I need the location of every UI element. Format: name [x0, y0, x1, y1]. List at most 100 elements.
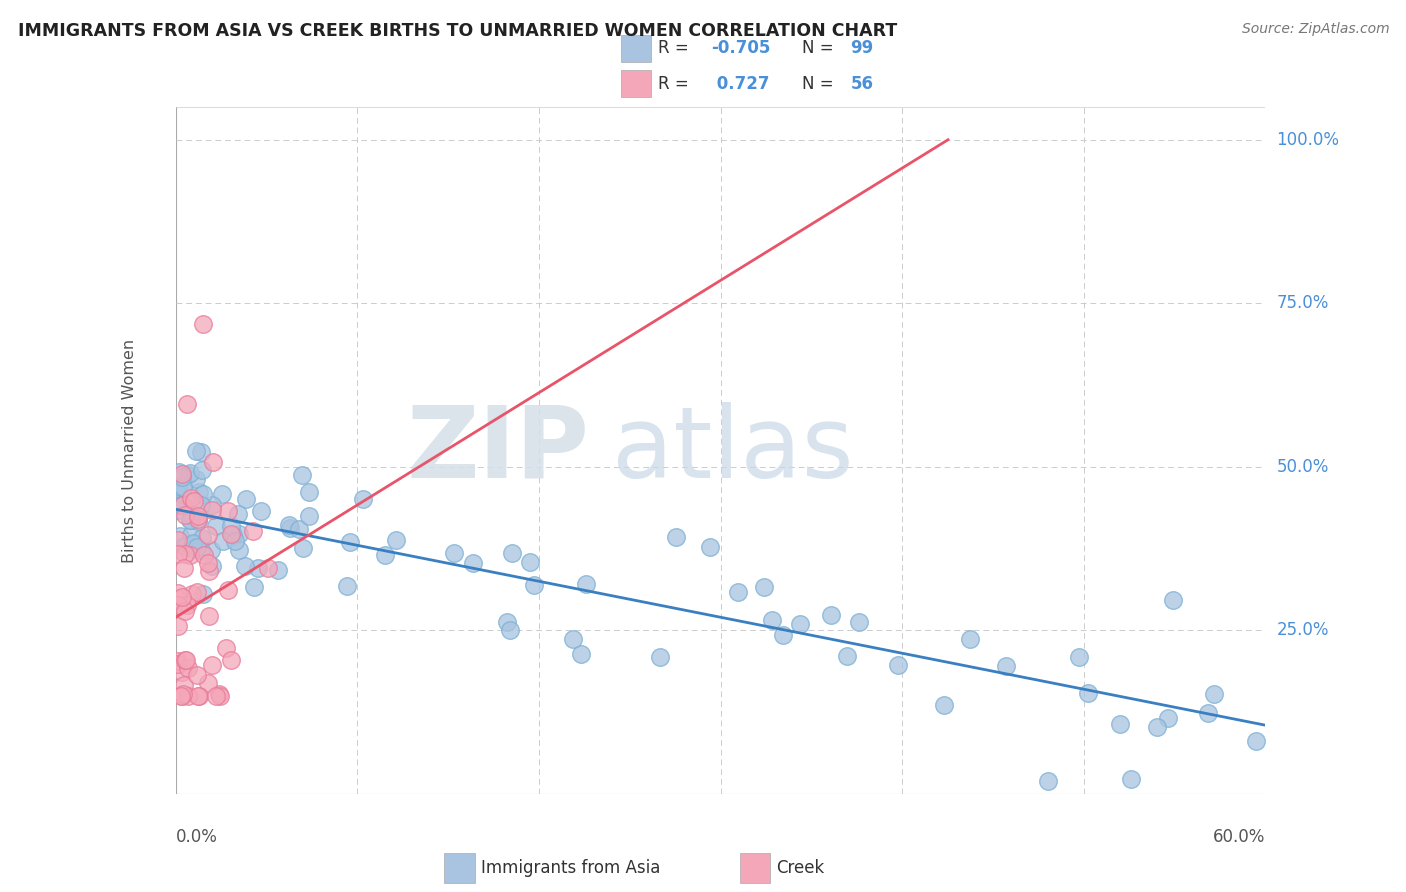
Point: [217, 504, 239, 518]
Point: [1161, 593, 1184, 607]
Point: [177, 661, 200, 675]
Point: [205, 689, 228, 703]
Point: [172, 498, 194, 512]
Point: [179, 466, 201, 480]
Point: [197, 528, 219, 542]
Point: [339, 535, 361, 549]
Point: [181, 535, 204, 549]
Text: 99: 99: [851, 39, 873, 57]
Point: [789, 616, 811, 631]
Point: [461, 557, 484, 571]
Point: [233, 559, 256, 574]
Point: [174, 508, 197, 523]
Point: [201, 657, 224, 672]
Point: [384, 533, 406, 548]
Point: [176, 599, 198, 613]
Point: [177, 468, 200, 483]
Point: [201, 558, 224, 573]
Point: [172, 479, 194, 493]
Point: [166, 592, 188, 607]
Point: [169, 689, 191, 703]
Point: [1119, 772, 1142, 787]
Point: [224, 534, 246, 549]
Point: [267, 563, 290, 577]
Point: [336, 579, 359, 593]
Text: 56: 56: [851, 75, 873, 93]
Point: [173, 539, 195, 553]
Point: [201, 455, 224, 469]
Point: [181, 537, 204, 551]
Point: [197, 565, 219, 579]
Text: Creek: Creek: [776, 859, 824, 877]
Point: [727, 585, 749, 599]
Point: [1067, 649, 1090, 664]
Point: [174, 653, 197, 667]
Text: -0.705: -0.705: [711, 39, 770, 57]
FancyBboxPatch shape: [740, 854, 770, 883]
Point: [887, 658, 910, 673]
Point: [496, 615, 519, 629]
Point: [501, 546, 523, 560]
Point: [186, 667, 208, 681]
Point: [242, 524, 264, 539]
Point: [183, 493, 205, 508]
Point: [187, 512, 209, 526]
Point: [1146, 720, 1168, 734]
Point: [187, 689, 209, 703]
Point: [932, 698, 955, 713]
Point: [995, 658, 1018, 673]
Point: [167, 487, 190, 501]
Point: [247, 561, 270, 575]
Point: [191, 587, 214, 601]
Point: [374, 548, 396, 562]
Point: [167, 499, 190, 513]
Point: [174, 547, 197, 561]
Point: [167, 466, 190, 480]
Text: R =: R =: [658, 39, 695, 57]
Point: [191, 532, 214, 546]
Point: [217, 582, 239, 597]
FancyBboxPatch shape: [620, 35, 651, 62]
Point: [761, 613, 783, 627]
Point: [190, 498, 212, 512]
Point: [665, 530, 688, 544]
Point: [257, 560, 280, 574]
Point: [166, 503, 188, 517]
Point: [288, 522, 311, 536]
Point: [243, 580, 266, 594]
Point: [1202, 687, 1225, 701]
Point: [772, 627, 794, 641]
Text: 50.0%: 50.0%: [1277, 458, 1329, 475]
Point: [205, 519, 228, 533]
Point: [200, 499, 222, 513]
Point: [167, 479, 190, 493]
Point: [201, 503, 224, 517]
Text: 0.0%: 0.0%: [176, 828, 218, 847]
Point: [188, 485, 211, 500]
Point: [181, 587, 204, 601]
Point: [172, 687, 194, 701]
Point: [249, 504, 271, 518]
Point: [235, 492, 257, 507]
Point: [172, 480, 194, 494]
Point: [166, 547, 188, 561]
Point: [166, 653, 188, 667]
FancyBboxPatch shape: [620, 70, 651, 97]
Point: [277, 518, 299, 533]
Point: [211, 534, 233, 549]
Point: [167, 533, 190, 547]
Point: [1077, 686, 1099, 700]
Point: [569, 647, 592, 661]
Point: [1109, 716, 1132, 731]
Point: [167, 657, 190, 671]
Point: [166, 618, 188, 632]
Point: [166, 585, 188, 599]
Point: [187, 509, 209, 524]
Text: 75.0%: 75.0%: [1277, 294, 1329, 312]
Point: [172, 590, 194, 604]
Point: [191, 317, 214, 331]
Point: [562, 632, 585, 646]
Point: [173, 539, 195, 553]
Point: [1197, 706, 1219, 720]
Point: [180, 513, 202, 527]
